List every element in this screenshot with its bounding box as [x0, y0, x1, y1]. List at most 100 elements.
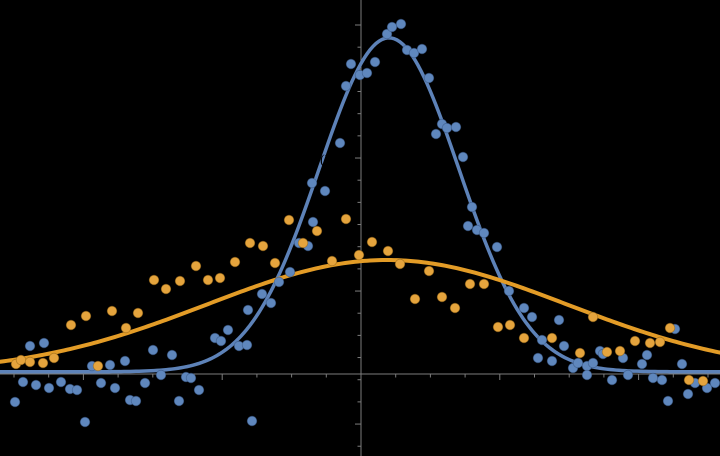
data-point	[478, 227, 490, 239]
data-point	[423, 72, 435, 84]
data-point	[676, 358, 688, 370]
data-point	[478, 278, 490, 290]
data-point	[65, 319, 77, 331]
data-point	[366, 236, 378, 248]
data-point	[48, 352, 60, 364]
data-point	[395, 18, 407, 30]
data-point	[574, 347, 586, 359]
data-point	[185, 372, 197, 384]
data-point	[95, 377, 107, 389]
data-point	[229, 256, 241, 268]
data-point	[587, 357, 599, 369]
data-point	[215, 335, 227, 347]
data-point	[449, 302, 461, 314]
data-point	[614, 345, 626, 357]
data-point	[450, 121, 462, 133]
data-point	[119, 355, 131, 367]
data-point	[572, 357, 584, 369]
data-point	[636, 358, 648, 370]
data-point	[319, 185, 331, 197]
data-point	[361, 67, 373, 79]
data-point	[202, 274, 214, 286]
data-point	[436, 291, 448, 303]
data-point	[518, 332, 530, 344]
data-point	[166, 349, 178, 361]
data-point	[297, 237, 309, 249]
data-point	[24, 340, 36, 352]
data-point	[106, 305, 118, 317]
data-point	[24, 356, 36, 368]
data-point	[241, 339, 253, 351]
data-point	[587, 311, 599, 323]
occluded-axis-label: (N)	[320, 153, 340, 168]
data-point	[9, 396, 21, 408]
data-point	[386, 21, 398, 33]
data-point	[283, 214, 295, 226]
data-point	[155, 369, 167, 381]
data-point	[416, 43, 428, 55]
data-point	[55, 376, 67, 388]
data-point	[265, 297, 277, 309]
data-point	[536, 334, 548, 346]
data-point	[15, 354, 27, 366]
data-point	[491, 241, 503, 253]
data-point	[662, 395, 674, 407]
data-point	[160, 283, 172, 295]
data-point	[139, 377, 151, 389]
data-point	[307, 216, 319, 228]
data-point	[222, 324, 234, 336]
data-point	[306, 177, 318, 189]
data-point	[558, 340, 570, 352]
data-point	[334, 137, 346, 149]
data-point	[641, 349, 653, 361]
data-point	[147, 344, 159, 356]
data-point	[546, 332, 558, 344]
data-point	[71, 384, 83, 396]
data-point	[345, 58, 357, 70]
data-point	[683, 374, 695, 386]
data-point	[647, 372, 659, 384]
data-point	[148, 274, 160, 286]
data-point	[526, 311, 538, 323]
data-point	[340, 80, 352, 92]
wide-gaussian-fit-curve	[0, 257, 720, 364]
data-point	[644, 337, 656, 349]
data-point	[409, 293, 421, 305]
data-point	[382, 245, 394, 257]
data-point	[120, 322, 132, 334]
data-point	[284, 266, 296, 278]
data-point	[43, 382, 55, 394]
data-point	[664, 322, 676, 334]
wide-gaussian-data-points	[10, 213, 709, 387]
data-point	[553, 314, 565, 326]
data-point	[464, 278, 476, 290]
data-point	[353, 249, 365, 261]
data-point	[104, 359, 116, 371]
data-point	[606, 374, 618, 386]
data-point	[601, 346, 613, 358]
data-point	[369, 56, 381, 68]
data-point	[242, 304, 254, 316]
data-point	[546, 355, 558, 367]
data-point	[441, 122, 453, 134]
data-point	[492, 321, 504, 333]
data-point	[629, 335, 641, 347]
data-point	[462, 220, 474, 232]
data-point	[37, 357, 49, 369]
narrow-gaussian-data-points	[9, 18, 720, 428]
data-point	[423, 265, 435, 277]
data-point	[246, 415, 258, 427]
data-point	[654, 336, 666, 348]
data-point	[244, 237, 256, 249]
data-point	[17, 376, 29, 388]
data-point	[656, 374, 668, 386]
data-point	[457, 151, 469, 163]
data-point	[518, 302, 530, 314]
data-point	[273, 276, 285, 288]
data-point	[214, 272, 226, 284]
data-point	[430, 128, 442, 140]
data-point	[174, 275, 186, 287]
data-point	[622, 369, 634, 381]
data-point	[92, 360, 104, 372]
